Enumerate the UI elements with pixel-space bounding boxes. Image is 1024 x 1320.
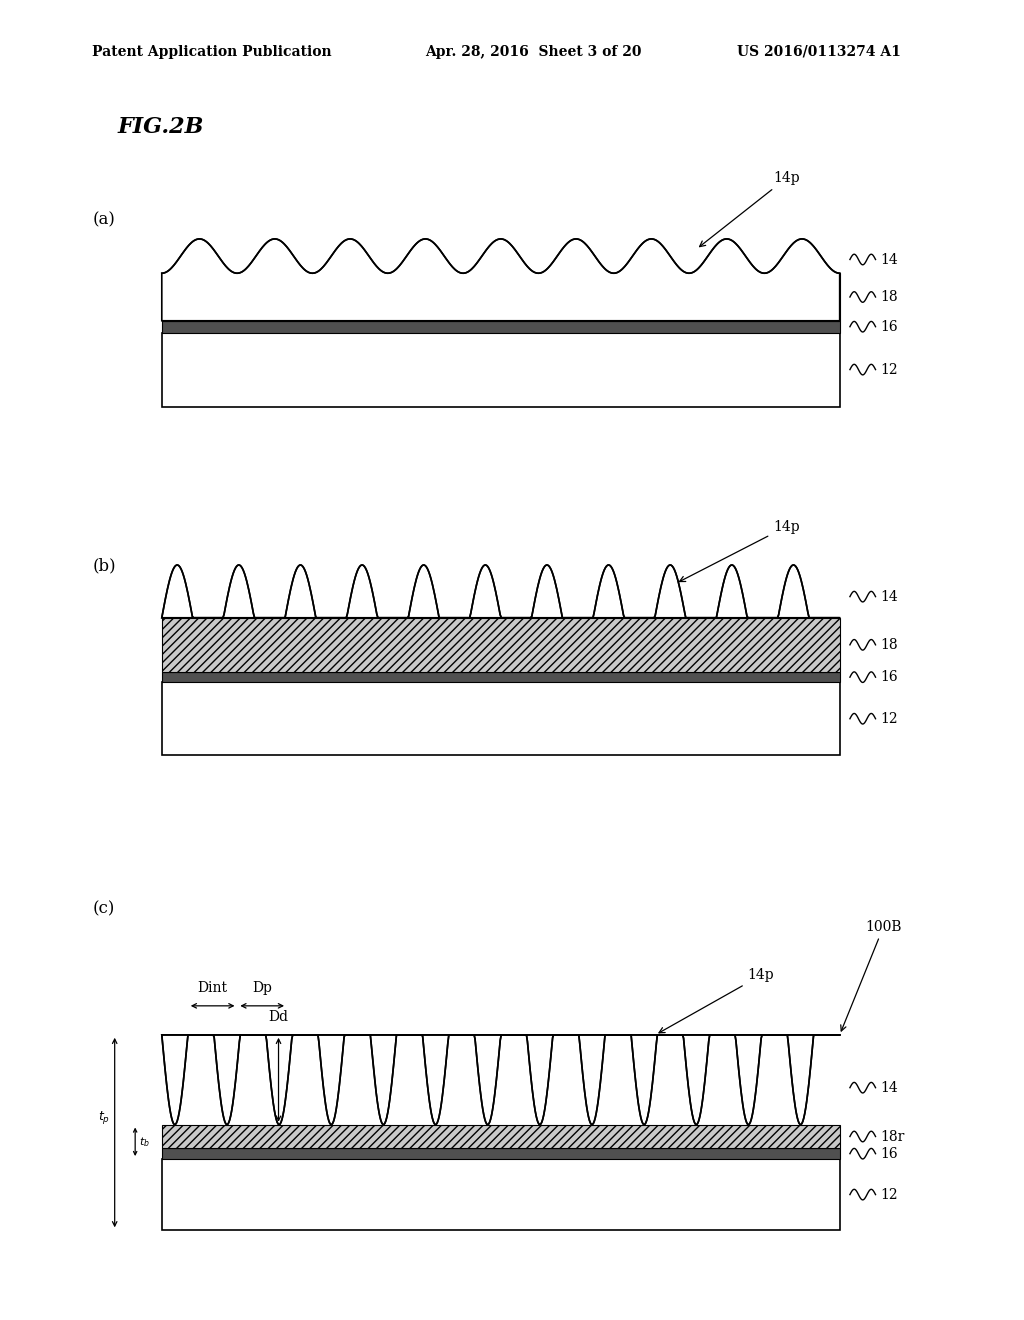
Text: (b): (b) — [92, 557, 116, 574]
Bar — [162, 618, 840, 672]
PathPatch shape — [162, 239, 840, 321]
Bar — [162, 333, 840, 407]
Text: 12: 12 — [881, 1188, 898, 1201]
Text: Dp: Dp — [252, 981, 272, 995]
Bar — [162, 321, 840, 333]
Bar — [162, 682, 840, 755]
Bar — [162, 672, 840, 682]
Text: 14: 14 — [881, 1081, 898, 1094]
Text: 18: 18 — [881, 290, 898, 304]
Text: 12: 12 — [881, 711, 898, 726]
Text: Patent Application Publication: Patent Application Publication — [92, 45, 332, 59]
Bar — [162, 1125, 840, 1148]
Text: Dd: Dd — [268, 1010, 289, 1024]
Bar — [162, 618, 840, 672]
Text: Apr. 28, 2016  Sheet 3 of 20: Apr. 28, 2016 Sheet 3 of 20 — [425, 45, 641, 59]
Text: 14p: 14p — [680, 520, 800, 582]
Text: $t_p$: $t_p$ — [97, 1109, 110, 1126]
Text: 14p: 14p — [659, 969, 774, 1032]
Text: 16: 16 — [881, 1147, 898, 1160]
Text: 14p: 14p — [699, 172, 800, 247]
Text: 12: 12 — [881, 363, 898, 376]
Bar — [162, 1125, 840, 1148]
Text: Dint: Dint — [198, 981, 227, 995]
Text: 16: 16 — [881, 671, 898, 684]
Text: FIG.2B: FIG.2B — [118, 116, 204, 139]
Text: (c): (c) — [92, 900, 115, 917]
Text: US 2016/0113274 A1: US 2016/0113274 A1 — [737, 45, 901, 59]
Text: $t_b$: $t_b$ — [139, 1135, 151, 1148]
Text: (a): (a) — [92, 211, 115, 228]
PathPatch shape — [162, 565, 840, 618]
Bar — [162, 273, 840, 321]
Bar — [162, 1148, 840, 1159]
Bar — [162, 1159, 840, 1230]
Text: 100B: 100B — [841, 920, 902, 1031]
Text: 16: 16 — [881, 319, 898, 334]
Text: 14: 14 — [881, 590, 898, 603]
PathPatch shape — [162, 1035, 840, 1125]
Text: 18r: 18r — [881, 1130, 905, 1143]
Text: 18: 18 — [881, 638, 898, 652]
Bar — [162, 273, 840, 321]
Text: 14: 14 — [881, 252, 898, 267]
